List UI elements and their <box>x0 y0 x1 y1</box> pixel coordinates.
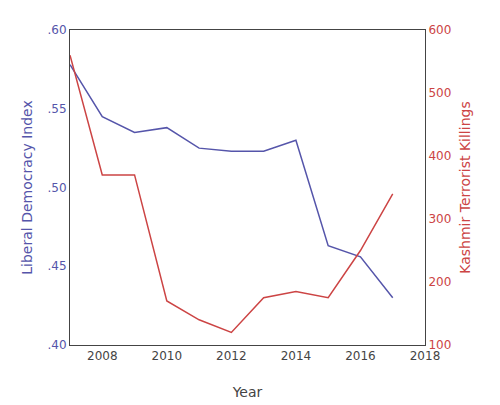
svg-text:400: 400 <box>428 149 451 163</box>
svg-text:.50: .50 <box>48 181 67 195</box>
svg-text:2010: 2010 <box>152 349 183 363</box>
svg-text:300: 300 <box>428 212 451 226</box>
svg-text:100: 100 <box>428 338 451 352</box>
svg-text:.45: .45 <box>48 259 67 273</box>
svg-text:Year: Year <box>232 384 263 400</box>
svg-text:.40: .40 <box>48 338 67 352</box>
svg-text:2014: 2014 <box>281 349 312 363</box>
svg-text:.55: .55 <box>48 102 67 116</box>
svg-text:600: 600 <box>428 23 451 37</box>
svg-text:2018: 2018 <box>410 349 441 363</box>
svg-text:Liberal Democracy Index: Liberal Democracy Index <box>19 100 35 274</box>
svg-text:2012: 2012 <box>216 349 247 363</box>
svg-text:200: 200 <box>428 275 451 289</box>
svg-text:2016: 2016 <box>345 349 376 363</box>
svg-text:2008: 2008 <box>87 349 118 363</box>
svg-text:500: 500 <box>428 86 451 100</box>
svg-text:.60: .60 <box>48 23 67 37</box>
svg-text:Kashmir Terrorist Killings: Kashmir Terrorist Killings <box>457 101 473 273</box>
